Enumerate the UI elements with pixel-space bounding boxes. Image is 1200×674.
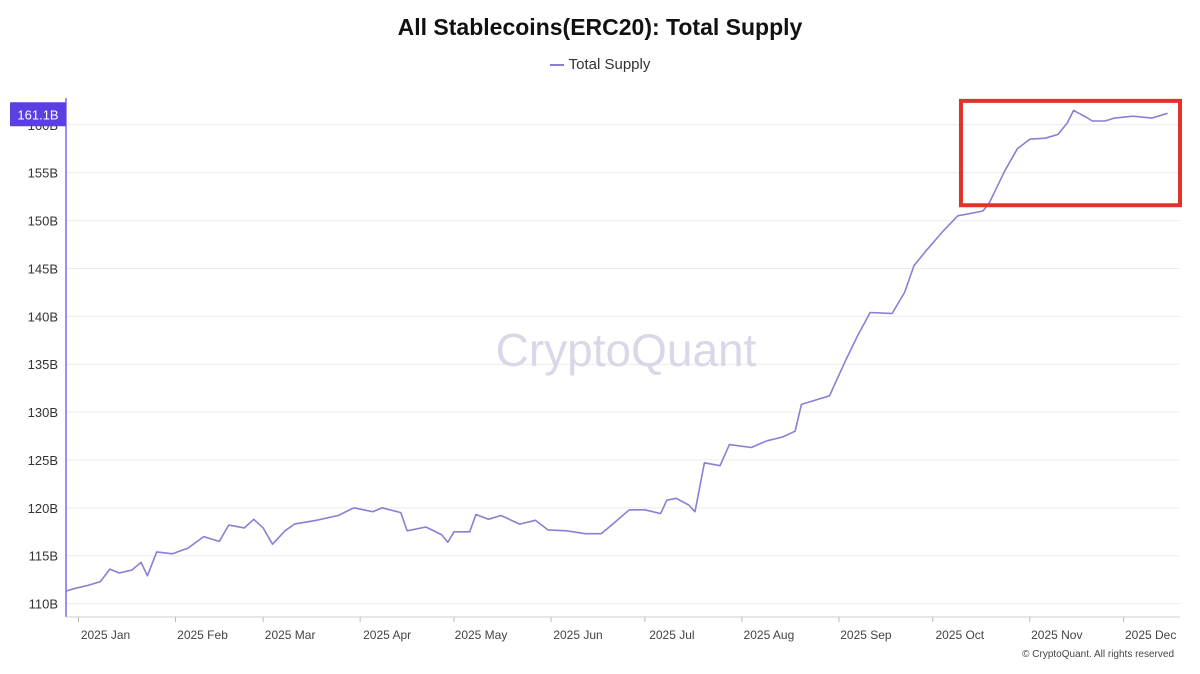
current-value-layer: 161.1B — [10, 102, 66, 127]
grid-lines — [66, 124, 1180, 605]
y-tick-label: 125B — [28, 453, 58, 468]
x-tick-label: 2025 Jan — [81, 628, 130, 642]
copyright-notice: © CryptoQuant. All rights reserved — [1022, 649, 1174, 660]
legend-swatch — [549, 64, 564, 67]
x-axis-ticks: 2025 Jan 2025 Feb 2025 Mar 2025 Apr 2025 May… — [78, 617, 1176, 642]
current-value-label: 161.1B — [17, 107, 58, 122]
legend-label: Total Supply — [568, 56, 651, 73]
y-axis-ticks: 110B 115B 120B 125B 130B 135B 140B 145B 150B 155B… — [28, 118, 58, 612]
x-tick-label: 2025 Feb — [177, 628, 228, 642]
y-tick-label: 150B — [28, 214, 58, 229]
legend[interactable]: Total Supply — [0, 56, 1200, 73]
y-tick-label: 115B — [29, 549, 58, 564]
x-tick-label: 2025 Mar — [265, 628, 316, 642]
y-tick-label: 145B — [28, 261, 58, 276]
x-tick-label: 2025 Nov — [1031, 628, 1082, 642]
x-tick-label: 2025 Apr — [363, 628, 411, 642]
y-tick-label: 135B — [28, 357, 58, 372]
x-tick-label: 2025 Sep — [840, 628, 892, 642]
y-tick-label: 130B — [28, 405, 58, 420]
x-tick-label: 2025 Jul — [649, 628, 694, 642]
x-tick-label: 2025 Oct — [935, 628, 984, 642]
y-tick-label: 140B — [28, 309, 58, 324]
chart-title: All Stablecoins(ERC20): Total Supply — [397, 14, 803, 40]
x-tick-label: 2025 May — [455, 628, 508, 642]
highlight-layer — [958, 98, 1183, 208]
axes — [65, 98, 1180, 618]
current-value-badge — [10, 102, 66, 127]
y-tick-label: 120B — [28, 501, 58, 516]
x-tick-label: 2025 Jun — [553, 628, 602, 642]
y-tick-label: 110B — [29, 597, 58, 612]
x-tick-label: 2025 Aug — [744, 628, 795, 642]
watermark: CryptoQuant — [496, 324, 757, 376]
x-tick-label: 2025 Dec — [1125, 628, 1176, 642]
y-tick-label: 155B — [28, 166, 58, 181]
highlight-box — [958, 98, 1183, 208]
